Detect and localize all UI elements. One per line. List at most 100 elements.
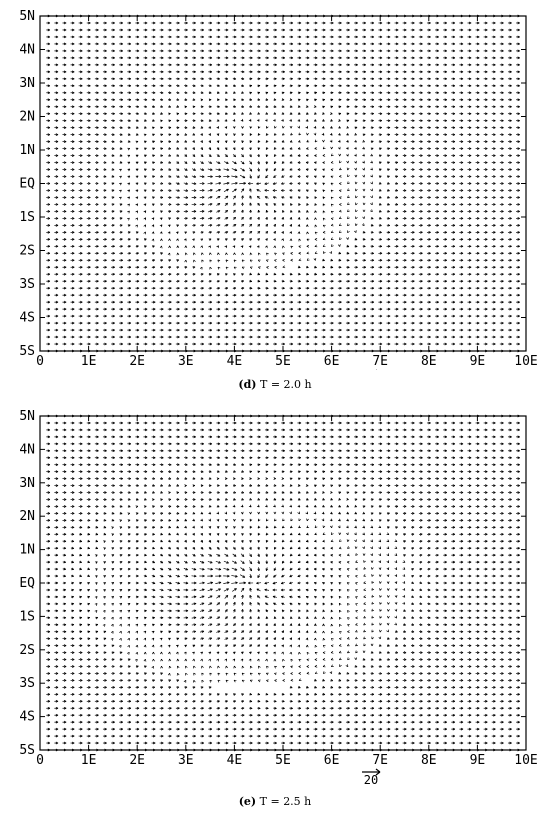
vector-arrow xyxy=(62,70,67,74)
vector-arrow xyxy=(216,539,220,543)
vector-arrow xyxy=(289,49,294,53)
vector-arrow xyxy=(143,300,148,304)
vector-arrow xyxy=(87,567,90,571)
vector-arrow xyxy=(297,342,302,346)
vector-arrow xyxy=(46,49,51,53)
vector-arrow xyxy=(200,686,204,689)
vector-arrow xyxy=(451,699,456,703)
vector-arrow xyxy=(256,245,260,249)
vector-arrow xyxy=(232,245,236,249)
vector-arrow xyxy=(491,588,496,592)
vector-arrow xyxy=(467,189,472,192)
vector-arrow xyxy=(256,300,261,304)
vector-arrow xyxy=(216,224,221,227)
vector-arrow xyxy=(418,189,423,192)
vector-arrow xyxy=(410,112,415,116)
vector-arrow xyxy=(313,119,317,122)
vector-arrow xyxy=(167,77,172,81)
vector-arrow xyxy=(208,14,213,18)
vector-arrow xyxy=(103,168,107,171)
vector-arrow xyxy=(354,664,358,668)
vector-arrow xyxy=(135,91,140,95)
vector-arrow xyxy=(273,77,277,81)
vector-arrow xyxy=(516,251,520,255)
vector-arrow xyxy=(200,224,205,227)
vector-arrow xyxy=(483,321,488,325)
vector-arrow xyxy=(241,216,244,220)
vector-arrow xyxy=(427,546,431,550)
vector-arrow xyxy=(330,146,334,150)
vector-arrow xyxy=(426,119,431,123)
vector-arrow xyxy=(79,567,82,571)
vector-arrow xyxy=(208,713,213,717)
vector-arrow xyxy=(507,14,512,18)
vector-arrow xyxy=(273,307,277,311)
vector-arrow xyxy=(427,553,431,557)
vector-arrow xyxy=(305,342,310,346)
vector-arrow xyxy=(339,539,342,542)
vector-arrow xyxy=(443,658,447,661)
vector-arrow xyxy=(378,307,383,311)
vector-arrow xyxy=(321,692,326,696)
vector-arrow xyxy=(499,35,504,39)
vector-arrow xyxy=(273,105,277,108)
vector-arrow xyxy=(402,189,407,192)
vector-arrow xyxy=(143,161,147,165)
vector-arrow xyxy=(386,154,390,158)
vector-arrow xyxy=(183,210,188,213)
vector-arrow xyxy=(330,119,333,122)
vector-arrow xyxy=(313,272,318,276)
vector-arrow xyxy=(62,623,67,627)
vector-arrow xyxy=(143,210,147,214)
vector-arrow xyxy=(143,692,148,696)
vector-arrow xyxy=(338,223,342,227)
vector-arrow xyxy=(330,678,334,682)
vector-arrow xyxy=(175,616,180,620)
vector-arrow xyxy=(394,748,399,752)
vector-arrow xyxy=(386,126,391,130)
vector-arrow xyxy=(249,630,253,634)
vector-arrow xyxy=(86,342,91,346)
vector-arrow xyxy=(54,525,59,529)
vector-arrow xyxy=(345,84,350,88)
vector-arrow xyxy=(62,217,67,220)
vector-arrow xyxy=(418,49,423,53)
vector-arrow xyxy=(70,519,75,522)
vector-arrow xyxy=(354,21,358,25)
vector-arrow xyxy=(394,519,398,522)
vector-arrow xyxy=(435,630,439,634)
vector-arrow xyxy=(499,70,504,74)
vector-arrow xyxy=(183,293,188,297)
vector-arrow xyxy=(216,734,221,738)
vector-arrow xyxy=(160,168,164,171)
vector-arrow xyxy=(386,321,391,325)
vector-arrow xyxy=(135,231,139,234)
vector-arrow xyxy=(119,175,122,179)
vector-arrow xyxy=(46,623,51,627)
vector-arrow xyxy=(191,203,197,206)
vector-arrow xyxy=(176,679,180,682)
vector-arrow xyxy=(208,616,213,620)
vector-arrow xyxy=(249,672,253,676)
vector-arrow xyxy=(491,119,496,123)
vector-arrow xyxy=(418,237,423,241)
vector-arrow xyxy=(321,727,326,731)
vector-arrow xyxy=(208,637,213,641)
vector-arrow xyxy=(475,616,480,620)
vector-arrow xyxy=(297,189,301,192)
vector-arrow xyxy=(95,623,99,627)
vector-arrow xyxy=(273,644,277,648)
vector-arrow xyxy=(467,105,472,109)
vector-arrow xyxy=(459,321,464,325)
vector-arrow xyxy=(386,161,390,165)
vector-arrow xyxy=(216,328,221,332)
vector-arrow xyxy=(200,713,204,717)
vector-arrow xyxy=(313,335,318,339)
vector-arrow xyxy=(127,307,132,311)
vector-arrow xyxy=(70,321,75,325)
vector-arrow xyxy=(264,314,269,318)
vector-arrow xyxy=(394,126,399,130)
vector-arrow xyxy=(426,49,431,53)
vector-arrow xyxy=(70,567,74,571)
vector-arrow xyxy=(329,314,334,318)
